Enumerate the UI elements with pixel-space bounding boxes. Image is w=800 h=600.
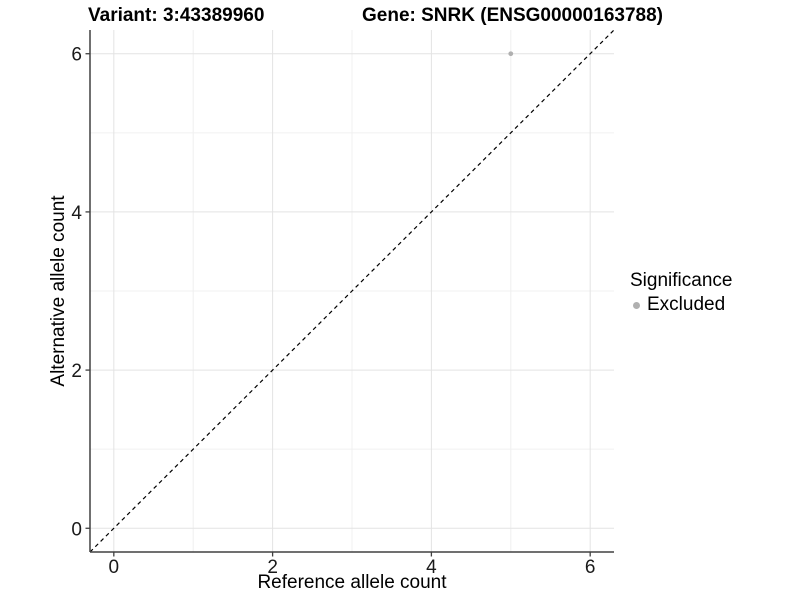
y-tick-label: 6	[71, 45, 82, 66]
x-axis-title: Reference allele count	[257, 572, 447, 593]
legend-item-label: Excluded	[647, 294, 726, 315]
legend: Significance Excluded	[630, 270, 732, 316]
data-point	[508, 51, 514, 57]
x-tick-label: 0	[109, 557, 120, 578]
identity-line	[89, 29, 615, 553]
x-tick-label: 6	[585, 557, 596, 578]
y-tick-label: 4	[71, 203, 82, 224]
plot-title-gene: Gene: SNRK (ENSG00000163788)	[362, 5, 663, 26]
gridlines-major	[90, 30, 614, 552]
x-tick-label: 2	[267, 557, 278, 578]
x-tick-label: 4	[426, 557, 437, 578]
axis-tick-labels: 0 2 4 6 0 2 4 6	[71, 45, 595, 578]
axis-lines	[89, 30, 614, 553]
gridlines-minor	[90, 30, 614, 552]
y-axis-title: Alternative allele count	[48, 195, 69, 387]
data-points	[508, 51, 514, 57]
y-tick-label: 2	[71, 361, 82, 382]
axis-ticks	[85, 53, 591, 557]
y-tick-label: 0	[71, 519, 82, 540]
legend-title: Significance	[630, 270, 733, 291]
plot-title-variant: Variant: 3:43389960	[88, 5, 265, 26]
excluded-point-icon	[633, 301, 640, 309]
legend-item-excluded: Excluded	[630, 294, 732, 316]
identity-reference-line	[89, 29, 615, 553]
